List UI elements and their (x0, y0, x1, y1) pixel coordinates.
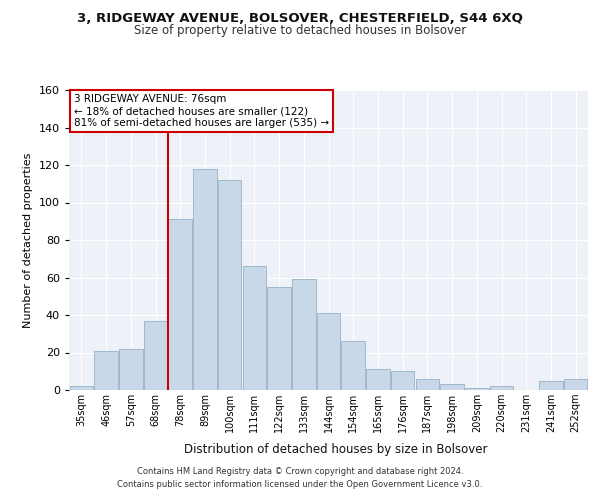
Bar (94, 350, 118, 390)
Y-axis label: Number of detached properties: Number of detached properties (23, 152, 33, 328)
Text: Size of property relative to detached houses in Bolsover: Size of property relative to detached ho… (134, 24, 466, 37)
Bar (169, 220, 192, 390)
Bar (539, 380, 563, 390)
Bar (366, 370, 389, 390)
Bar (242, 266, 266, 390)
Bar (416, 379, 439, 390)
Bar (391, 371, 415, 390)
Bar (70, 386, 93, 390)
Bar (292, 280, 316, 390)
Text: Contains public sector information licensed under the Open Government Licence v3: Contains public sector information licen… (118, 480, 482, 489)
Bar (465, 388, 488, 390)
Bar (193, 169, 217, 390)
Bar (317, 313, 340, 390)
Text: Contains HM Land Registry data © Crown copyright and database right 2024.: Contains HM Land Registry data © Crown c… (137, 467, 463, 476)
Bar (490, 386, 513, 390)
Bar (218, 180, 241, 390)
Text: 3 RIDGEWAY AVENUE: 76sqm
← 18% of detached houses are smaller (122)
81% of semi-: 3 RIDGEWAY AVENUE: 76sqm ← 18% of detach… (74, 94, 329, 128)
Bar (119, 349, 143, 390)
Bar (341, 341, 365, 390)
Text: 3, RIDGEWAY AVENUE, BOLSOVER, CHESTERFIELD, S44 6XQ: 3, RIDGEWAY AVENUE, BOLSOVER, CHESTERFIE… (77, 12, 523, 26)
Text: Distribution of detached houses by size in Bolsover: Distribution of detached houses by size … (184, 442, 488, 456)
Bar (440, 384, 464, 390)
Bar (268, 287, 291, 390)
Bar (564, 379, 587, 390)
Bar (144, 320, 167, 390)
